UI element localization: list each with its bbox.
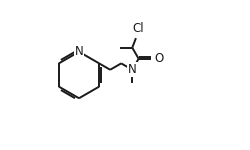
Text: O: O — [154, 52, 163, 65]
Text: Cl: Cl — [132, 22, 144, 35]
Text: N: N — [74, 45, 83, 58]
Text: N: N — [128, 63, 136, 76]
